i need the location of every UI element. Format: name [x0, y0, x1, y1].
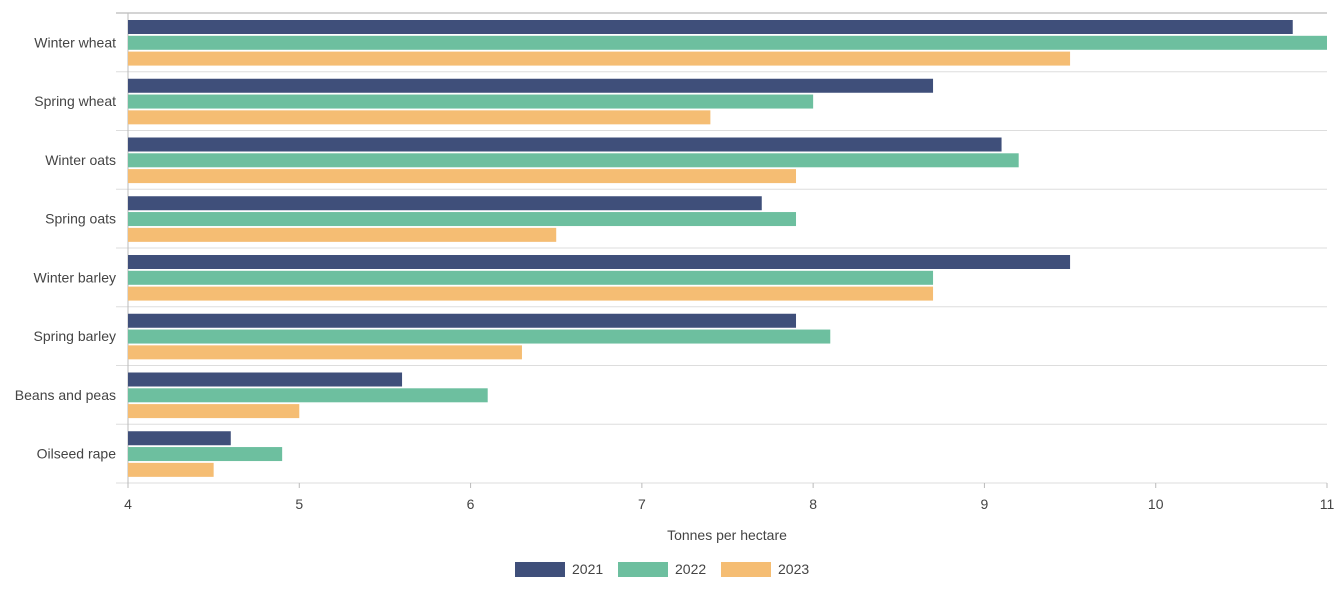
bar-2021-winter-oats [128, 137, 1002, 152]
bar-2023-winter-wheat [128, 51, 1071, 66]
bar-2022-spring-oats [128, 212, 797, 227]
bar-2023-beans-and-peas [128, 404, 300, 419]
x-tick-label: 7 [638, 496, 646, 512]
bar-2023-spring-oats [128, 227, 557, 242]
gridlines [116, 12, 1327, 484]
bar-2022-oilseed-rape [128, 447, 283, 462]
bar-2023-spring-wheat [128, 110, 711, 125]
category-label: Winter wheat [34, 34, 116, 50]
bar-2023-winter-barley [128, 286, 934, 301]
bar-2021-spring-oats [128, 196, 762, 211]
category-labels: Winter wheat Spring wheat Winter oats Sprin… [15, 34, 116, 461]
category-label: Winter barley [34, 269, 116, 285]
legend-swatch-2023 [721, 562, 771, 577]
bar-2021-winter-wheat [128, 20, 1293, 34]
x-tick-label: 8 [809, 496, 817, 512]
category-label: Winter oats [45, 152, 116, 168]
x-tick-label: 5 [295, 496, 303, 512]
x-axis-title: Tonnes per hectare [667, 527, 787, 543]
legend: 2021 2022 2023 [515, 561, 809, 577]
x-tick-label: 10 [1148, 496, 1164, 512]
bar-2023-oilseed-rape [128, 462, 214, 477]
category-label: Spring wheat [34, 93, 116, 109]
legend-swatch-2021 [515, 562, 565, 577]
category-label: Oilseed rape [37, 446, 117, 462]
legend-label-2022: 2022 [675, 561, 706, 577]
bar-2022-spring-wheat [128, 94, 814, 109]
x-tick-label: 9 [981, 496, 989, 512]
bar-2021-oilseed-rape [128, 431, 231, 446]
category-label: Spring oats [45, 211, 116, 227]
category-label: Beans and peas [15, 387, 116, 403]
bar-2023-winter-oats [128, 169, 797, 184]
bar-2022-spring-barley [128, 329, 831, 344]
x-tick-label: 4 [124, 496, 132, 512]
legend-swatch-2022 [618, 562, 668, 577]
bar-2022-beans-and-peas [128, 388, 488, 403]
bar-2022-winter-wheat [128, 35, 1327, 50]
x-tick-label: 6 [467, 496, 475, 512]
bar-2021-winter-barley [128, 255, 1071, 269]
bar-2023-spring-barley [128, 345, 522, 360]
category-label: Spring barley [34, 328, 117, 344]
legend-label-2023: 2023 [778, 561, 809, 577]
x-tick-label: 11 [1320, 496, 1335, 512]
bar-2021-beans-and-peas [128, 372, 403, 387]
bars [128, 20, 1327, 477]
bar-2022-winter-oats [128, 153, 1019, 168]
bar-2021-spring-barley [128, 313, 797, 328]
x-axis-ticks: 4 5 6 7 8 9 10 11 [124, 483, 1334, 512]
legend-label-2021: 2021 [572, 561, 603, 577]
bar-2021-spring-wheat [128, 78, 934, 93]
bar-2022-winter-barley [128, 270, 934, 285]
